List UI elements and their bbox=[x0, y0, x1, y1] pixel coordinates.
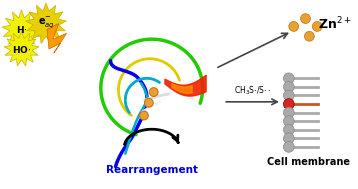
Text: CH$_3$S$\cdot$/S$\cdot\cdot$: CH$_3$S$\cdot$/S$\cdot\cdot$ bbox=[234, 84, 271, 97]
Polygon shape bbox=[2, 10, 41, 48]
Text: HO$\cdot$: HO$\cdot$ bbox=[12, 44, 31, 55]
Circle shape bbox=[284, 90, 294, 101]
Text: Cell membrane: Cell membrane bbox=[267, 157, 350, 167]
Circle shape bbox=[284, 142, 294, 152]
Circle shape bbox=[149, 88, 158, 96]
Circle shape bbox=[301, 14, 310, 23]
Circle shape bbox=[144, 98, 153, 107]
Circle shape bbox=[305, 31, 314, 41]
Circle shape bbox=[284, 116, 294, 127]
Circle shape bbox=[312, 22, 322, 31]
Circle shape bbox=[140, 111, 148, 120]
Text: Rearrangement: Rearrangement bbox=[106, 165, 198, 175]
Circle shape bbox=[289, 22, 299, 31]
Text: Zn$^{2+}$: Zn$^{2+}$ bbox=[318, 15, 352, 32]
Circle shape bbox=[284, 107, 294, 118]
Polygon shape bbox=[47, 23, 67, 53]
Circle shape bbox=[284, 124, 294, 135]
Circle shape bbox=[284, 81, 294, 92]
Text: e$^{-}_{aq}$: e$^{-}_{aq}$ bbox=[38, 15, 54, 30]
Circle shape bbox=[284, 99, 294, 109]
Text: H$\cdot$: H$\cdot$ bbox=[16, 24, 27, 35]
Polygon shape bbox=[4, 31, 39, 66]
Circle shape bbox=[284, 73, 294, 84]
Polygon shape bbox=[26, 3, 67, 43]
Circle shape bbox=[284, 133, 294, 144]
